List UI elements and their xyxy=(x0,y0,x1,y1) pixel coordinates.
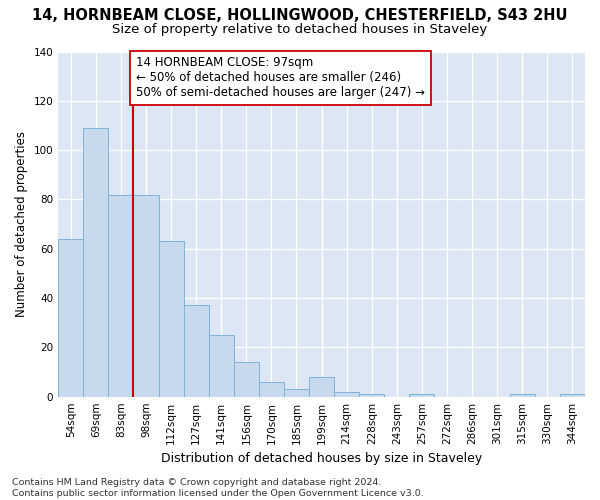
Text: 14, HORNBEAM CLOSE, HOLLINGWOOD, CHESTERFIELD, S43 2HU: 14, HORNBEAM CLOSE, HOLLINGWOOD, CHESTER… xyxy=(32,8,568,22)
Bar xyxy=(510,394,535,396)
Bar xyxy=(58,239,83,396)
Text: 14 HORNBEAM CLOSE: 97sqm
← 50% of detached houses are smaller (246)
50% of semi-: 14 HORNBEAM CLOSE: 97sqm ← 50% of detach… xyxy=(136,56,425,100)
Bar xyxy=(560,394,585,396)
Bar xyxy=(133,194,158,396)
Bar xyxy=(359,394,385,396)
Bar xyxy=(184,306,209,396)
Y-axis label: Number of detached properties: Number of detached properties xyxy=(15,131,28,317)
Bar xyxy=(309,377,334,396)
Bar xyxy=(259,382,284,396)
Bar xyxy=(409,394,434,396)
Bar xyxy=(158,242,184,396)
Bar xyxy=(109,194,133,396)
Text: Size of property relative to detached houses in Staveley: Size of property relative to detached ho… xyxy=(112,22,488,36)
Bar xyxy=(83,128,109,396)
X-axis label: Distribution of detached houses by size in Staveley: Distribution of detached houses by size … xyxy=(161,452,482,465)
Bar xyxy=(234,362,259,396)
Bar xyxy=(209,335,234,396)
Text: Contains HM Land Registry data © Crown copyright and database right 2024.
Contai: Contains HM Land Registry data © Crown c… xyxy=(12,478,424,498)
Bar xyxy=(334,392,359,396)
Bar xyxy=(284,390,309,396)
